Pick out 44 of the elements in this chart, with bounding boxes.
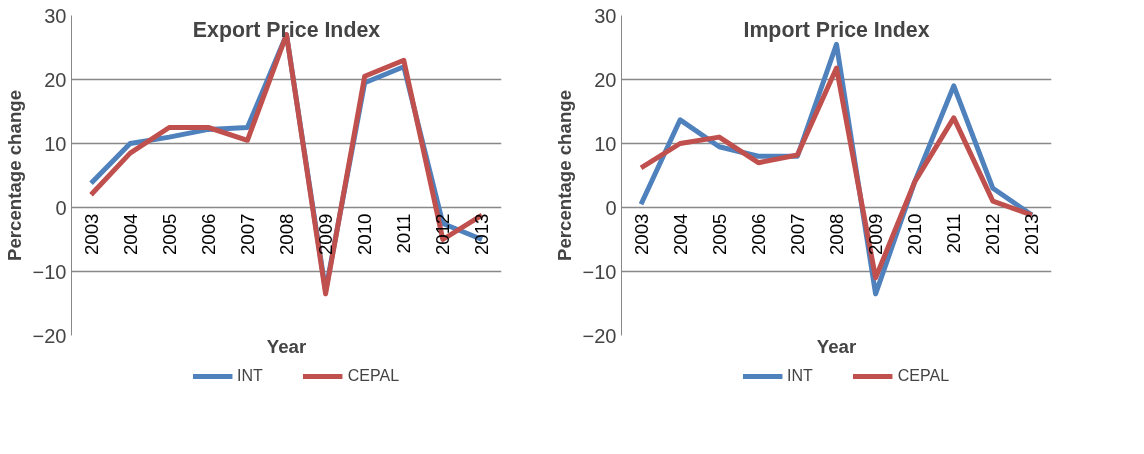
x-tick-label: 2007 (236, 213, 258, 255)
x-tick-label: 2008 (826, 213, 847, 255)
y-tick-label: 10 (594, 132, 617, 155)
x-tick-label: 2005 (158, 213, 180, 255)
y-tick-label: 30 (594, 4, 617, 27)
y-tick-label: 0 (55, 196, 67, 219)
x-tick-label: 2010 (904, 213, 926, 255)
chart-title: Export Price Index (192, 17, 381, 42)
x-tick-label: 2008 (276, 213, 297, 255)
x-tick-label: 2005 (708, 213, 730, 255)
x-tick-label: 2010 (354, 213, 376, 255)
y-tick-label: −10 (32, 260, 67, 283)
x-axis-title: Year (816, 335, 857, 357)
x-tick-label: 2012 (982, 213, 1004, 255)
legend-label: CEPAL (347, 367, 400, 385)
y-tick-label: 0 (605, 196, 617, 219)
legend-label: CEPAL (897, 367, 950, 385)
x-tick-label: 2011 (393, 213, 415, 254)
x-tick-label: 2006 (747, 213, 769, 255)
x-axis-title: Year (266, 335, 307, 357)
x-tick-label: 2006 (197, 213, 219, 255)
y-tick-label: −20 (582, 324, 617, 347)
y-tick-label: 10 (44, 132, 67, 155)
x-tick-label: 2013 (1021, 213, 1043, 255)
y-axis-title: Percentage change (3, 89, 25, 262)
y-tick-label: 20 (44, 68, 67, 91)
y-tick-label: 20 (594, 68, 617, 91)
x-tick-label: 2013 (471, 213, 493, 255)
x-tick-label: 2009 (315, 213, 337, 255)
y-axis-title: Percentage change (553, 89, 575, 262)
legend-label: INT (786, 367, 813, 385)
x-tick-label: 2009 (865, 213, 887, 255)
x-tick-label: 2011 (943, 213, 965, 254)
x-tick-label: 2004 (119, 213, 141, 255)
x-tick-label: 2003 (80, 213, 102, 255)
x-tick-label: 2004 (669, 213, 691, 255)
y-tick-label: −10 (582, 260, 617, 283)
y-tick-label: 30 (44, 4, 67, 27)
x-tick-label: 2012 (432, 213, 454, 255)
chart-title: Import Price Index (743, 17, 930, 42)
x-tick-label: 2007 (786, 213, 808, 255)
y-tick-label: −20 (32, 324, 67, 347)
x-tick-label: 2003 (630, 213, 652, 255)
legend-label: INT (236, 367, 263, 385)
